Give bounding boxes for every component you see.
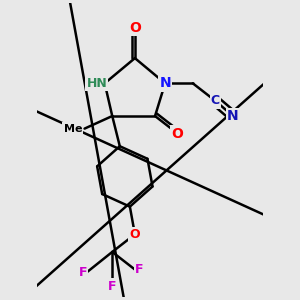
Text: C: C (211, 94, 220, 107)
Text: O: O (172, 127, 184, 141)
Text: HN: HN (86, 77, 107, 90)
Text: F: F (108, 280, 116, 292)
Text: O: O (130, 228, 140, 241)
Text: F: F (79, 266, 87, 279)
Text: N: N (227, 109, 239, 123)
Text: O: O (129, 21, 141, 35)
Text: Me: Me (64, 124, 82, 134)
Text: F: F (135, 263, 143, 276)
Text: N: N (159, 76, 171, 90)
